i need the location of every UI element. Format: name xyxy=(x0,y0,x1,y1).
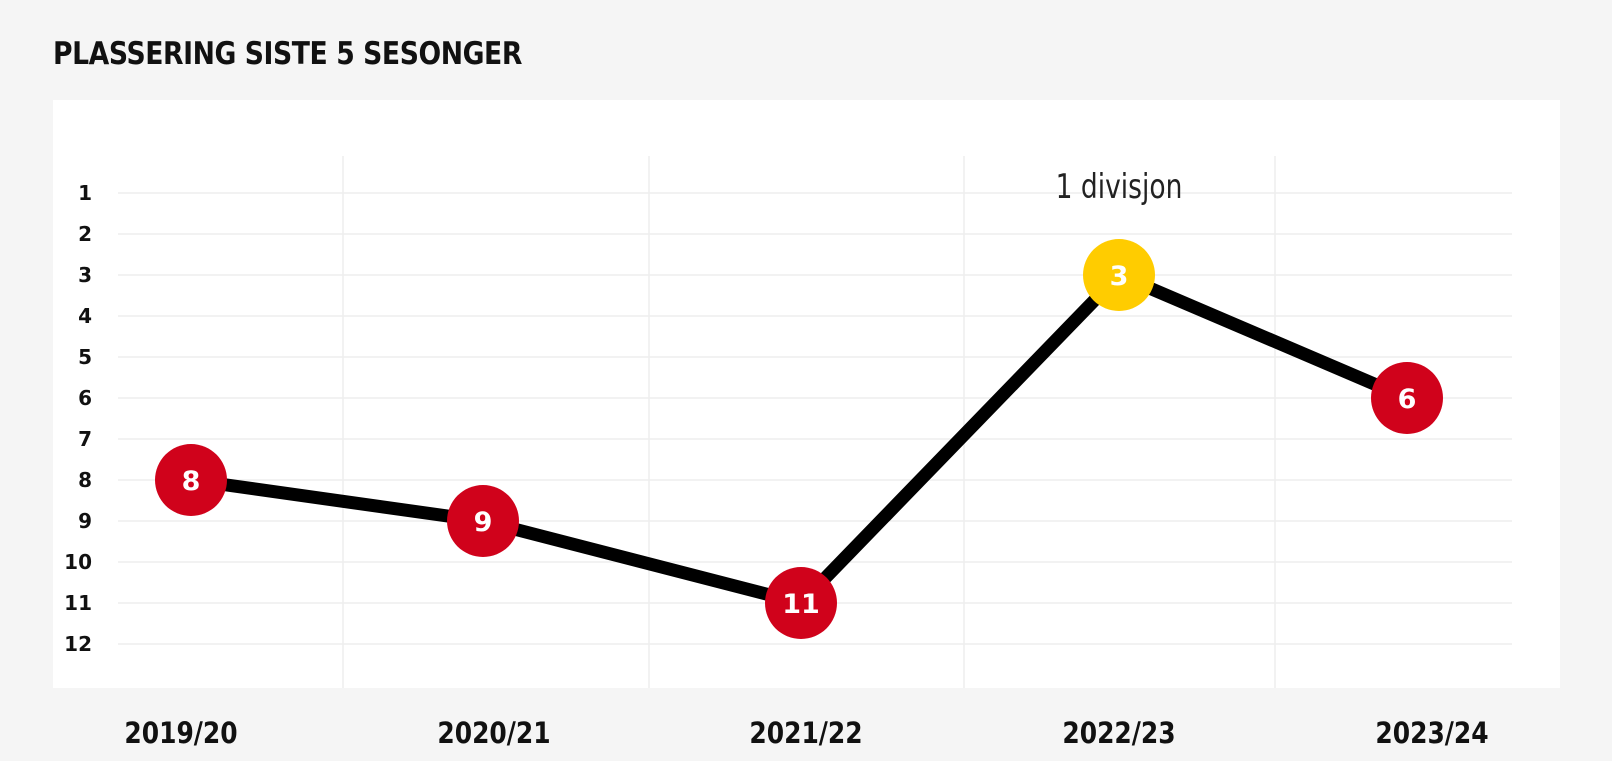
y-tick-label: 9 xyxy=(78,509,92,533)
data-point: 8 xyxy=(155,444,227,516)
y-tick-label: 2 xyxy=(78,222,92,246)
annotation-label: 1 divisjon xyxy=(1056,168,1183,207)
data-label: 3 xyxy=(1110,261,1129,292)
y-tick-label: 5 xyxy=(78,345,92,369)
x-tick-label: 2021/22 xyxy=(749,717,862,750)
data-point: 3 xyxy=(1083,239,1155,311)
data-point: 9 xyxy=(447,485,519,557)
x-tick-label: 2022/23 xyxy=(1062,717,1175,750)
y-tick-label: 8 xyxy=(78,468,92,492)
y-tick-label: 12 xyxy=(64,632,92,656)
x-tick-label: 2019/20 xyxy=(124,717,237,750)
y-tick-label: 10 xyxy=(64,550,92,574)
y-tick-label: 4 xyxy=(78,304,92,328)
data-point: 6 xyxy=(1371,362,1443,434)
data-point-layer: 8 9 11 3 6 xyxy=(155,239,1443,639)
data-marker xyxy=(1371,362,1443,434)
x-axis: 2019/20 2020/21 2021/22 2022/23 2023/24 xyxy=(124,717,1488,750)
data-marker xyxy=(447,485,519,557)
data-label: 9 xyxy=(474,507,493,538)
highlight-marker xyxy=(1083,239,1155,311)
data-marker xyxy=(765,567,837,639)
y-tick-label: 3 xyxy=(78,263,92,287)
data-label: 11 xyxy=(782,589,820,620)
y-tick-label: 1 xyxy=(78,181,92,205)
chart-title: PLASSERING SISTE 5 SESONGER xyxy=(53,36,522,72)
y-tick-label: 11 xyxy=(64,591,92,615)
data-label: 8 xyxy=(182,466,201,497)
x-tick-label: 2020/21 xyxy=(437,717,550,750)
data-marker xyxy=(155,444,227,516)
y-tick-label: 6 xyxy=(78,386,92,410)
x-tick-label: 2023/24 xyxy=(1375,717,1488,750)
data-point: 11 xyxy=(765,567,837,639)
annotation-layer: 1 divisjon xyxy=(1056,168,1183,207)
y-tick-label: 7 xyxy=(78,427,92,451)
data-label: 6 xyxy=(1398,384,1417,415)
